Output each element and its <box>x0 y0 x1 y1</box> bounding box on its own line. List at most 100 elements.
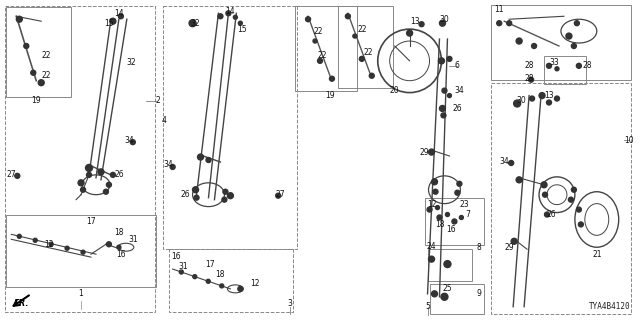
Circle shape <box>49 242 53 246</box>
Text: 5: 5 <box>425 302 430 311</box>
Bar <box>544 56 586 84</box>
Text: TYA4B4120: TYA4B4120 <box>589 302 630 311</box>
Circle shape <box>17 234 21 238</box>
Text: 32: 32 <box>191 19 200 28</box>
Circle shape <box>539 92 545 99</box>
Text: 15: 15 <box>104 19 114 28</box>
Text: 28: 28 <box>582 61 591 70</box>
Circle shape <box>330 76 335 81</box>
Circle shape <box>441 113 446 118</box>
Text: 12: 12 <box>427 200 436 209</box>
Circle shape <box>359 56 364 61</box>
Circle shape <box>353 34 357 38</box>
Circle shape <box>431 179 438 185</box>
Circle shape <box>106 182 111 187</box>
Text: 8: 8 <box>477 243 482 252</box>
Text: 22: 22 <box>317 52 327 60</box>
Circle shape <box>317 58 323 63</box>
Circle shape <box>547 100 552 105</box>
Circle shape <box>104 189 108 194</box>
Circle shape <box>218 14 223 19</box>
Bar <box>163 6 297 249</box>
Circle shape <box>543 192 547 197</box>
Text: 32: 32 <box>126 58 136 67</box>
Bar <box>428 249 472 281</box>
Circle shape <box>437 215 442 220</box>
Text: 22: 22 <box>313 27 323 36</box>
Circle shape <box>406 30 413 36</box>
Circle shape <box>438 58 444 64</box>
Circle shape <box>227 193 234 199</box>
Circle shape <box>433 189 438 194</box>
Circle shape <box>15 173 20 178</box>
Circle shape <box>313 39 317 43</box>
Text: 18: 18 <box>435 220 444 229</box>
Text: 7: 7 <box>465 210 470 219</box>
Bar <box>5 6 155 312</box>
Text: 18: 18 <box>114 228 124 237</box>
Bar <box>295 6 357 91</box>
Circle shape <box>78 180 84 186</box>
Bar <box>6 7 71 97</box>
Circle shape <box>431 291 438 297</box>
Text: 24: 24 <box>427 242 436 251</box>
Text: FR.: FR. <box>13 299 29 308</box>
Text: 31: 31 <box>179 261 188 271</box>
Circle shape <box>206 157 211 163</box>
Circle shape <box>110 18 116 24</box>
Circle shape <box>206 279 211 283</box>
Text: 25: 25 <box>443 284 452 293</box>
Circle shape <box>170 164 175 169</box>
Circle shape <box>33 238 37 242</box>
Text: 20: 20 <box>390 86 399 95</box>
Text: 34: 34 <box>164 160 173 170</box>
Circle shape <box>574 21 579 26</box>
Circle shape <box>86 164 93 172</box>
Text: 28: 28 <box>524 61 534 70</box>
Text: 12: 12 <box>44 240 54 249</box>
Bar <box>492 5 630 80</box>
Text: 22: 22 <box>42 71 51 80</box>
Circle shape <box>24 44 29 48</box>
Text: 34: 34 <box>124 136 134 145</box>
Circle shape <box>568 197 573 202</box>
Text: 10: 10 <box>624 136 634 145</box>
Circle shape <box>516 38 522 44</box>
Circle shape <box>441 293 448 300</box>
Circle shape <box>234 15 237 19</box>
Circle shape <box>547 63 552 68</box>
Circle shape <box>442 88 447 93</box>
Circle shape <box>529 77 534 82</box>
Circle shape <box>514 100 520 107</box>
Circle shape <box>452 219 457 224</box>
Circle shape <box>17 16 22 22</box>
Text: 27: 27 <box>275 190 285 199</box>
Text: 19: 19 <box>325 91 335 100</box>
Circle shape <box>223 189 228 194</box>
Circle shape <box>529 96 534 101</box>
Circle shape <box>226 11 231 16</box>
Circle shape <box>460 215 463 220</box>
Text: 22: 22 <box>363 48 372 57</box>
Text: 4: 4 <box>161 116 166 125</box>
Text: 26: 26 <box>546 210 556 219</box>
Circle shape <box>447 93 451 98</box>
Text: 28: 28 <box>524 74 534 83</box>
Circle shape <box>305 17 310 22</box>
Text: 34: 34 <box>454 86 464 95</box>
Circle shape <box>572 187 577 192</box>
Circle shape <box>497 21 502 26</box>
Text: 16: 16 <box>171 252 180 261</box>
Circle shape <box>222 197 227 202</box>
Circle shape <box>81 187 86 192</box>
Circle shape <box>577 63 581 68</box>
Circle shape <box>541 182 547 188</box>
Bar <box>492 83 630 314</box>
Circle shape <box>193 275 196 279</box>
Text: 14: 14 <box>225 7 236 16</box>
Circle shape <box>38 80 44 86</box>
Circle shape <box>532 44 536 48</box>
Circle shape <box>276 193 281 198</box>
Circle shape <box>131 140 135 145</box>
Text: 15: 15 <box>237 25 247 34</box>
